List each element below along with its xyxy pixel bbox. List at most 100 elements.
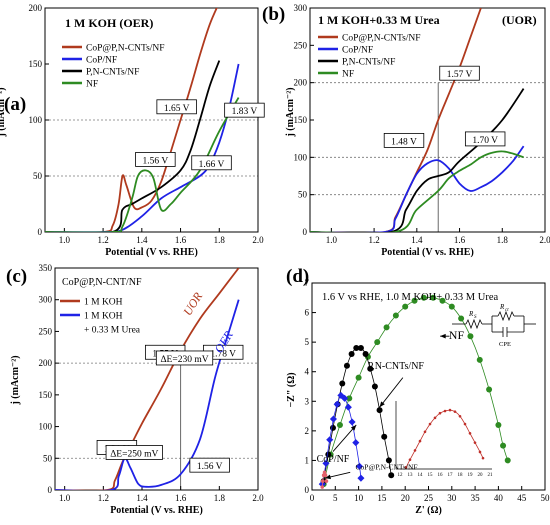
circuit-label-rs-sub: S — [474, 315, 477, 320]
x-tick-label: 15 — [377, 493, 387, 503]
data-point — [348, 350, 355, 357]
arrow-head — [325, 474, 331, 480]
annotation-box — [439, 65, 480, 81]
y-tick-label: 100 — [39, 422, 53, 432]
annotation-box — [135, 152, 176, 167]
label-arrow — [332, 424, 357, 452]
legend-label: NF — [86, 80, 98, 90]
data-point — [476, 356, 483, 363]
data-point — [339, 380, 346, 387]
data-point — [371, 383, 378, 390]
y-tick-label: 50 — [33, 171, 43, 181]
inset-curve — [405, 409, 484, 468]
inset-tick-label: 14 — [418, 473, 424, 478]
series-line-3 — [45, 97, 240, 232]
data-point — [486, 386, 493, 393]
annotation-label: 1.70 V — [472, 136, 498, 146]
inset-tick-label: 19 — [468, 473, 474, 478]
x-tick-label: 1.2 — [368, 235, 379, 245]
data-point — [385, 457, 392, 464]
series-line-1 — [55, 299, 240, 490]
data-point — [411, 297, 418, 304]
y-tick-label: 0 — [305, 485, 310, 495]
panel-letter: (a) — [4, 94, 26, 115]
y-tick-label: 2 — [305, 426, 310, 436]
annotation-box — [464, 131, 506, 147]
data-point — [420, 294, 427, 301]
inset-tick-label: 12 — [398, 473, 404, 478]
annotation-box — [224, 102, 265, 118]
x-tick-label: 1.4 — [136, 493, 148, 503]
x-tick-label: 2.0 — [539, 235, 550, 245]
y-tick-label: 0 — [303, 227, 308, 237]
resistor-rs — [465, 318, 483, 330]
inset-point — [448, 408, 452, 412]
x-tick-label: 45 — [517, 493, 527, 503]
legend-label: 1 M KOH — [84, 298, 123, 308]
data-point — [467, 333, 474, 340]
panel-letter: (d) — [286, 266, 309, 287]
annotation-box — [156, 99, 197, 115]
y-axis-label: j (mAcm⁻²) — [0, 87, 7, 137]
series-line-0 — [323, 297, 509, 485]
data-point — [353, 345, 360, 352]
inset-point — [478, 450, 482, 454]
x-tick-label: 20 — [401, 493, 411, 503]
data-point — [324, 479, 329, 483]
plot-area — [318, 294, 511, 489]
legend-label: CoP@P,N-CNTs/NF — [342, 34, 421, 44]
series-line-3 — [310, 150, 524, 232]
y-tick-label: 350 — [39, 263, 53, 273]
data-point — [355, 374, 362, 381]
curve-label: CoP/NF — [317, 454, 350, 465]
inset-point — [428, 422, 432, 426]
y-axis-label: j (mAcm⁻²) — [285, 87, 296, 137]
annotation-label: 1.66 V — [199, 160, 225, 170]
annotation-box — [105, 445, 163, 460]
annotation-label: 1.57 V — [447, 70, 473, 80]
inset-point — [453, 410, 457, 413]
data-point — [367, 365, 374, 372]
x-tick-label: 1.6 — [175, 235, 187, 245]
panel-letter: (c) — [6, 266, 27, 287]
y-tick-label: 0 — [48, 485, 53, 495]
data-point — [383, 324, 390, 331]
data-point — [362, 350, 369, 357]
inset-point — [418, 439, 422, 443]
y-tick-label: 5 — [305, 337, 310, 347]
inset-point — [443, 409, 447, 413]
data-point — [430, 294, 437, 301]
x-tick-label: 1.8 — [497, 235, 509, 245]
series-line-1 — [310, 145, 525, 232]
data-point — [374, 339, 381, 346]
plot-area — [55, 268, 240, 490]
y-tick-label: 250 — [294, 40, 308, 50]
inset-tick-label: 15 — [428, 473, 434, 478]
data-point — [357, 474, 365, 482]
inset-point — [408, 458, 412, 462]
data-point — [326, 436, 334, 444]
data-point — [355, 462, 364, 470]
data-point — [348, 418, 356, 426]
annotation-label: 1.78 V — [210, 349, 236, 359]
series-line-0 — [55, 268, 240, 490]
data-point — [388, 472, 395, 479]
y-tick-label: 200 — [294, 78, 308, 88]
data-point — [376, 407, 383, 414]
y-tick-label: 7 — [305, 278, 310, 288]
data-point — [344, 403, 352, 411]
curve-label: UOR — [180, 289, 205, 318]
y-tick-label: 150 — [29, 59, 43, 69]
inset-point — [433, 416, 437, 420]
inset-tick-label: 18 — [458, 473, 464, 478]
data-point — [458, 315, 465, 322]
annotation-label: 1.48 V — [391, 137, 417, 147]
data-point — [341, 394, 349, 402]
curve-label: P,N-CNTs/NF — [368, 361, 425, 372]
x-tick-label: 40 — [494, 493, 504, 503]
x-tick-label: 30 — [447, 493, 457, 503]
x-tick-label: 1.8 — [214, 493, 226, 503]
x-tick-label: 1.0 — [326, 235, 338, 245]
x-axis-label: Potential (V vs. RHE) — [110, 505, 203, 516]
label-arrow — [379, 377, 404, 408]
